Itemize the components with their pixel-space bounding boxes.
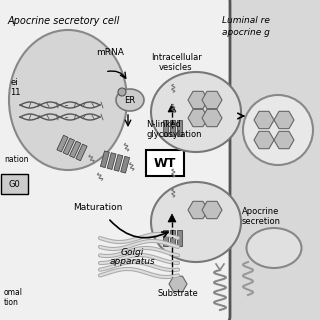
Polygon shape — [274, 131, 294, 149]
Text: Apocrine: Apocrine — [242, 207, 279, 216]
Bar — [69, 141, 81, 158]
Text: Golgi: Golgi — [120, 248, 144, 257]
Text: ER: ER — [124, 95, 136, 105]
Ellipse shape — [246, 228, 301, 268]
Bar — [57, 135, 68, 152]
Bar — [107, 153, 116, 170]
Bar — [76, 144, 87, 161]
Polygon shape — [188, 109, 208, 127]
Text: Maturation: Maturation — [73, 203, 123, 212]
Text: WT: WT — [154, 156, 176, 170]
Bar — [170, 120, 174, 136]
Text: apparatus: apparatus — [109, 257, 155, 266]
Polygon shape — [202, 201, 222, 219]
Text: secretion: secretion — [242, 217, 281, 226]
Ellipse shape — [243, 95, 313, 165]
Bar — [177, 230, 181, 246]
Ellipse shape — [116, 89, 144, 111]
Ellipse shape — [151, 72, 241, 152]
Polygon shape — [202, 91, 222, 109]
Text: Substrate: Substrate — [158, 289, 198, 298]
Text: tion: tion — [4, 298, 19, 307]
Polygon shape — [188, 91, 208, 109]
Bar — [170, 230, 174, 246]
Ellipse shape — [9, 30, 127, 170]
Polygon shape — [254, 111, 274, 129]
Text: G0: G0 — [8, 180, 20, 188]
Text: ei: ei — [10, 78, 18, 87]
FancyBboxPatch shape — [1, 174, 28, 194]
Text: omal: omal — [4, 288, 23, 297]
Polygon shape — [188, 201, 208, 219]
Text: 11: 11 — [10, 88, 20, 97]
Polygon shape — [168, 214, 176, 222]
Circle shape — [118, 88, 126, 96]
Text: mRNA: mRNA — [96, 48, 124, 57]
Bar — [163, 230, 167, 246]
FancyBboxPatch shape — [176, 0, 320, 320]
FancyBboxPatch shape — [0, 0, 230, 320]
Bar — [63, 138, 75, 155]
Bar — [114, 155, 123, 171]
Polygon shape — [254, 131, 274, 149]
Text: apocrine g: apocrine g — [222, 28, 270, 37]
FancyBboxPatch shape — [146, 150, 184, 176]
Bar — [100, 151, 109, 168]
Polygon shape — [202, 109, 222, 127]
Polygon shape — [274, 111, 294, 129]
Polygon shape — [169, 276, 187, 292]
Text: Apocrine secretory cell: Apocrine secretory cell — [8, 16, 120, 26]
Text: vesicles: vesicles — [159, 63, 193, 72]
Bar — [121, 156, 130, 173]
Text: glycosylation: glycosylation — [146, 130, 202, 139]
Bar — [177, 120, 181, 136]
Polygon shape — [168, 104, 176, 112]
Text: nation: nation — [4, 155, 28, 164]
Bar — [163, 120, 167, 136]
Text: Intracellular: Intracellular — [151, 53, 201, 62]
Text: N-linked: N-linked — [146, 120, 181, 129]
Ellipse shape — [151, 182, 241, 262]
Text: Luminal re: Luminal re — [222, 16, 270, 25]
